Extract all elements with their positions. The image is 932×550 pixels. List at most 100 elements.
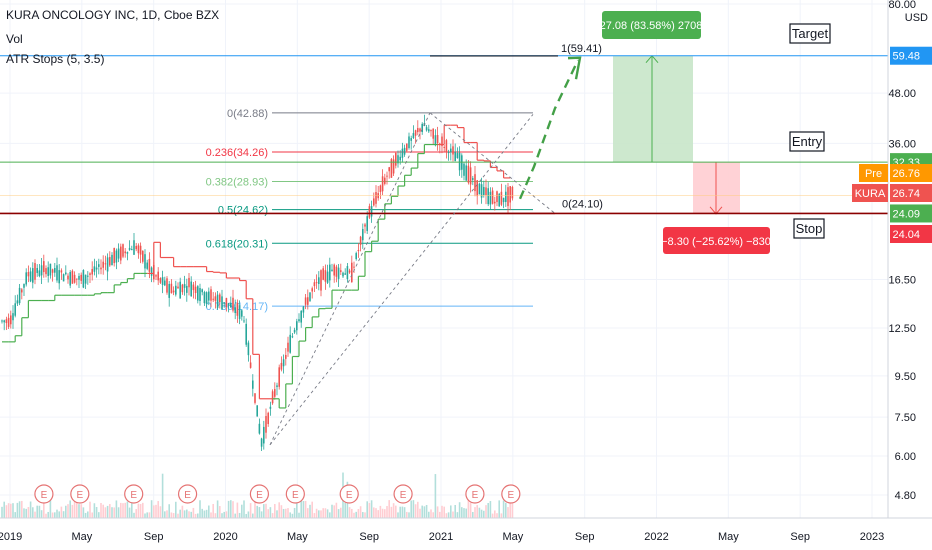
earnings-marker bbox=[70, 484, 90, 504]
earnings-marker bbox=[177, 484, 198, 504]
price-tick-label: 80.00 bbox=[888, 0, 916, 11]
candle-body bbox=[122, 244, 124, 257]
candle-body bbox=[133, 240, 135, 255]
earnings-marker bbox=[124, 484, 144, 504]
volume-bar bbox=[58, 511, 60, 518]
candle-body bbox=[271, 391, 274, 404]
volume-bar bbox=[502, 500, 505, 518]
candle-body bbox=[16, 300, 19, 304]
candle-body bbox=[113, 247, 115, 264]
volume-bar bbox=[337, 509, 340, 518]
volume-bar bbox=[379, 505, 382, 518]
volume-bar bbox=[34, 511, 36, 518]
candle-body bbox=[377, 193, 379, 199]
stop-box-frame bbox=[793, 218, 825, 239]
volume-bar bbox=[91, 512, 93, 518]
volume-bar bbox=[357, 509, 360, 518]
candle-body bbox=[458, 152, 461, 171]
candle-body bbox=[172, 290, 175, 293]
candle-body bbox=[29, 271, 32, 282]
time-axis[interactable]: 2019 May Sep 2020 May Sep 2021 May Sep 2022 May Sep… bbox=[0, 517, 932, 550]
volume-bar bbox=[201, 508, 203, 518]
projection-level-label: 1(59.41) bbox=[561, 43, 602, 55]
fib-retracement[interactable]: 0(42.88) 0.236(34.26) 0.382(28.93) 0.5(24.6… bbox=[206, 108, 603, 313]
time-tick-label: Sep bbox=[359, 531, 379, 543]
candle-body bbox=[296, 321, 298, 331]
candle-body bbox=[23, 284, 25, 288]
price-tick-label: 4.80 bbox=[895, 490, 916, 502]
candle-body bbox=[432, 128, 434, 139]
candle-body bbox=[373, 198, 375, 206]
volume-bar bbox=[175, 501, 177, 518]
candle-body bbox=[287, 342, 289, 352]
volume-bar bbox=[84, 512, 87, 518]
volume-bar bbox=[388, 500, 390, 518]
volume-bar bbox=[505, 502, 507, 518]
candle-body bbox=[278, 367, 280, 387]
volume-bar bbox=[148, 512, 151, 518]
pre-market-badge-tag: Pre bbox=[865, 168, 882, 180]
volume-legend[interactable]: Vol bbox=[6, 32, 23, 46]
volume-bar bbox=[302, 500, 305, 518]
price-tick-label: 12.50 bbox=[888, 323, 916, 335]
candle-body bbox=[417, 128, 419, 133]
candle-body bbox=[258, 423, 261, 434]
stop-price-badge-bg bbox=[890, 225, 932, 243]
volume-bar bbox=[128, 507, 131, 518]
candle-body bbox=[137, 245, 140, 254]
volume-bar bbox=[133, 512, 135, 518]
drawings[interactable]: 1(59.41) Target Entry Stop 27.08 (83.58%) 27… bbox=[0, 11, 888, 446]
volume-bar bbox=[447, 512, 450, 518]
candle-body bbox=[357, 249, 360, 252]
volume-bar bbox=[23, 508, 25, 518]
candle-body bbox=[469, 167, 472, 185]
price-tick-label: 6.00 bbox=[895, 451, 916, 463]
candle-body bbox=[232, 297, 234, 311]
volume-bar bbox=[428, 511, 430, 518]
volume-bar bbox=[153, 505, 155, 518]
profit-zone bbox=[613, 55, 693, 163]
candle-body bbox=[478, 183, 481, 195]
volume-bar bbox=[60, 506, 63, 518]
volume-bar bbox=[304, 500, 307, 518]
candle-body bbox=[120, 246, 122, 261]
candle-body bbox=[463, 163, 465, 176]
volume-bar bbox=[271, 513, 274, 518]
candle-body bbox=[109, 257, 111, 266]
candle-body bbox=[370, 206, 373, 217]
volume-bar bbox=[333, 505, 335, 518]
volume-bar bbox=[258, 507, 261, 518]
entry-box-label: Entry bbox=[792, 134, 823, 149]
candle-body bbox=[381, 176, 384, 192]
volume-bar bbox=[38, 505, 41, 518]
candle-body bbox=[225, 298, 228, 308]
symbol-legend[interactable]: KURA ONCOLOGY INC, 1D, Cboe BZX bbox=[6, 8, 220, 22]
volume-bar bbox=[463, 508, 465, 518]
candle-body bbox=[313, 282, 316, 287]
volume-bar bbox=[507, 507, 509, 518]
candle-body bbox=[304, 297, 307, 305]
volume-bar bbox=[344, 502, 346, 518]
candle-body bbox=[335, 266, 338, 277]
volume-bar bbox=[146, 512, 148, 518]
candle-body bbox=[170, 283, 173, 294]
volume-bar bbox=[423, 506, 426, 518]
candle-body bbox=[256, 405, 258, 417]
candle-body bbox=[194, 286, 197, 294]
volume-bar bbox=[192, 507, 195, 518]
candle-body bbox=[502, 197, 505, 203]
volume-bar bbox=[14, 512, 16, 518]
volume-bar bbox=[117, 507, 120, 518]
candle-body bbox=[443, 146, 445, 148]
pre-market-badge-value: 26.76 bbox=[892, 168, 920, 180]
atr-legend[interactable]: ATR Stops (5, 3.5) bbox=[6, 52, 105, 66]
volume-bar bbox=[73, 500, 76, 518]
candle-body bbox=[419, 128, 421, 132]
volume-bar bbox=[197, 513, 199, 518]
candle-body bbox=[51, 269, 54, 273]
loss-label-bg bbox=[663, 227, 770, 254]
